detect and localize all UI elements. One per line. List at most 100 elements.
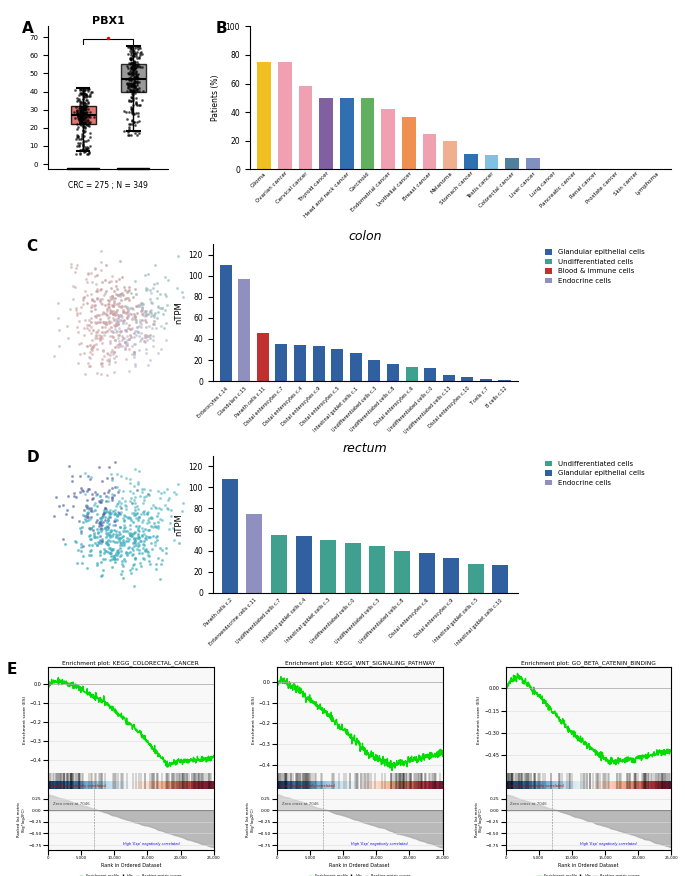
Point xyxy=(92,331,103,345)
Point xyxy=(128,558,139,572)
Point xyxy=(96,521,107,535)
Point xyxy=(125,484,136,498)
Point xyxy=(97,292,108,306)
Point xyxy=(76,107,87,121)
Title: colon: colon xyxy=(348,230,382,244)
Point xyxy=(125,53,136,67)
Point xyxy=(92,498,103,512)
Point xyxy=(122,59,133,73)
Point xyxy=(83,95,94,109)
Point xyxy=(129,62,140,76)
Point xyxy=(128,115,139,129)
Point xyxy=(124,343,135,357)
Point xyxy=(78,119,89,133)
Point xyxy=(129,533,140,548)
Point xyxy=(116,300,127,314)
Point xyxy=(95,314,106,328)
Point xyxy=(99,273,110,287)
Point xyxy=(125,56,136,70)
Point xyxy=(81,510,92,524)
Point xyxy=(129,347,140,361)
Point xyxy=(97,307,108,321)
Point xyxy=(73,138,84,152)
Point xyxy=(147,295,158,309)
Point xyxy=(82,493,92,507)
Point xyxy=(122,303,133,317)
Point xyxy=(131,328,142,342)
Point xyxy=(83,357,94,371)
Point xyxy=(140,328,151,342)
Point xyxy=(106,481,117,495)
Point xyxy=(127,79,138,93)
Point xyxy=(109,333,120,347)
Point xyxy=(127,113,138,127)
Point xyxy=(117,559,128,573)
Point xyxy=(79,105,90,119)
Point xyxy=(69,105,80,119)
Point xyxy=(119,336,130,350)
Point xyxy=(114,299,125,313)
Point xyxy=(129,508,140,522)
Point xyxy=(146,303,157,317)
Point xyxy=(116,491,127,505)
Point xyxy=(86,292,97,306)
Point xyxy=(116,299,127,313)
Point xyxy=(64,459,75,473)
Point xyxy=(124,67,135,81)
Point xyxy=(89,496,100,510)
Point xyxy=(89,338,100,352)
Point xyxy=(134,59,145,73)
Point xyxy=(81,501,92,515)
X-axis label: Rank in Ordered Dataset: Rank in Ordered Dataset xyxy=(558,863,619,868)
Point xyxy=(77,95,88,109)
Point xyxy=(86,470,97,484)
Point xyxy=(134,531,145,545)
Point xyxy=(75,104,86,118)
Point xyxy=(125,518,136,532)
Point xyxy=(115,567,126,581)
Point xyxy=(168,485,179,499)
Point xyxy=(70,535,81,549)
Point xyxy=(75,86,86,100)
Point xyxy=(125,512,136,526)
Point xyxy=(127,104,138,118)
Point xyxy=(138,524,149,538)
Point xyxy=(76,526,87,540)
Point xyxy=(84,351,95,365)
Point xyxy=(72,130,83,144)
Point xyxy=(127,86,138,100)
Point xyxy=(62,504,73,518)
Point xyxy=(123,285,134,299)
Point xyxy=(83,82,94,96)
Point xyxy=(92,526,103,540)
Point xyxy=(112,508,123,522)
Point xyxy=(173,249,184,263)
Point xyxy=(109,333,120,347)
Point xyxy=(95,522,106,536)
Point xyxy=(136,301,147,315)
Y-axis label: Enrichment score (ES): Enrichment score (ES) xyxy=(23,696,27,745)
Point xyxy=(129,540,140,554)
Point xyxy=(80,88,91,102)
Point xyxy=(127,114,138,128)
Point xyxy=(108,488,119,502)
Point xyxy=(127,339,138,353)
Point xyxy=(133,125,144,139)
Point xyxy=(94,460,105,474)
Text: D: D xyxy=(27,450,39,465)
Point xyxy=(99,552,110,566)
Point xyxy=(136,46,147,60)
Point xyxy=(144,483,155,497)
Point xyxy=(116,538,127,552)
PathPatch shape xyxy=(71,106,96,124)
Point xyxy=(130,39,141,53)
Point xyxy=(127,57,138,71)
Point xyxy=(107,307,118,321)
Point xyxy=(123,511,134,525)
Point xyxy=(155,319,166,333)
Point xyxy=(129,41,140,55)
Point xyxy=(135,489,146,503)
Point xyxy=(125,528,136,542)
Point xyxy=(86,347,97,361)
Point xyxy=(125,61,136,75)
